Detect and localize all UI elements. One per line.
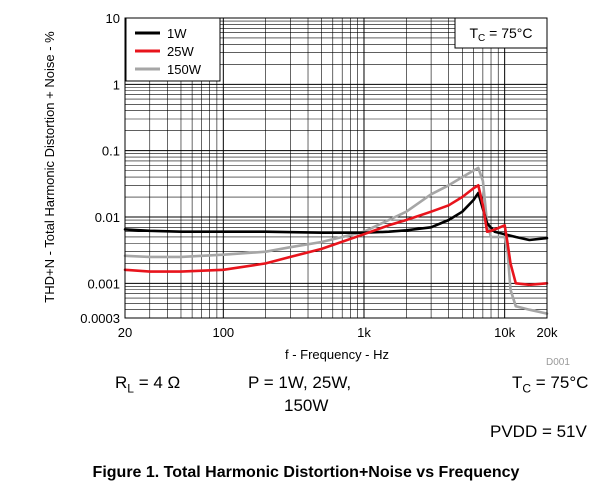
x-tick-label: 10k xyxy=(494,325,515,340)
series-line-1w xyxy=(123,191,549,242)
thd-chart: 20 100 1k 10k 20k 10 1 0.1 0.01 0.001 0.0003 f - F… xyxy=(42,11,570,368)
x-axis-label: f - Frequency - Hz xyxy=(285,347,389,362)
figure-caption: Figure 1. Total Harmonic Distortion+Nois… xyxy=(92,464,520,481)
y-tick-label: 0.0003 xyxy=(80,311,120,326)
figure-code: D001 xyxy=(546,357,570,368)
x-tick-label: 100 xyxy=(212,325,234,340)
legend-label-25w: 25W xyxy=(167,44,194,59)
x-tick-label: 20 xyxy=(118,325,132,340)
series-lines xyxy=(123,166,549,315)
load-resistance: RL = 4 Ω xyxy=(115,373,181,396)
series-line-25w xyxy=(123,184,549,287)
legend-label-1w: 1W xyxy=(167,26,187,41)
legend: 1W 25W 150W xyxy=(125,17,221,82)
temperature-annotation: TC = 75°C xyxy=(454,17,548,49)
y-tick-label: 0.01 xyxy=(95,210,120,225)
supply-voltage: PVDD = 51V xyxy=(490,422,587,441)
plot-frame xyxy=(124,17,548,319)
annotation-box xyxy=(454,17,548,49)
y-tick-label: 1 xyxy=(113,77,120,92)
power-levels-line2: 150W xyxy=(284,396,329,415)
x-tick-label: 1k xyxy=(357,325,371,340)
legend-label-150w: 150W xyxy=(167,62,202,77)
y-tick-label: 0.001 xyxy=(87,276,120,291)
power-levels-line1: P = 1W, 25W, xyxy=(248,373,352,392)
x-tick-label: 20k xyxy=(537,325,558,340)
annotation-text: TC = 75°C xyxy=(469,25,532,44)
tick-labels: 20 100 1k 10k 20k 10 1 0.1 0.01 0.001 0.0003 xyxy=(80,11,558,340)
y-tick-label: 0.1 xyxy=(102,144,120,159)
series-line-150w xyxy=(123,166,549,315)
y-axis-label: THD+N - Total Harmonic Distortion + Nois… xyxy=(42,31,57,303)
case-temperature: TC = 75°C xyxy=(512,373,589,396)
y-tick-label: 10 xyxy=(106,11,120,26)
